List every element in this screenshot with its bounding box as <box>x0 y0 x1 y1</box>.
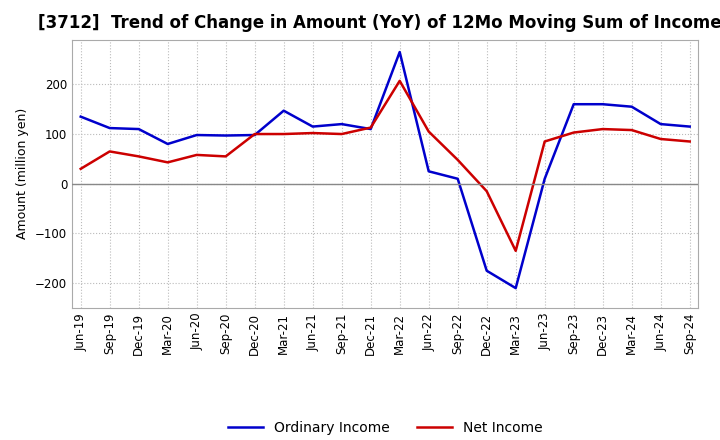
Ordinary Income <box>395 49 404 55</box>
Ordinary Income <box>657 121 665 127</box>
Net Income <box>135 154 143 159</box>
Title: [3712]  Trend of Change in Amount (YoY) of 12Mo Moving Sum of Incomes: [3712] Trend of Change in Amount (YoY) o… <box>38 15 720 33</box>
Net Income <box>598 126 607 132</box>
Ordinary Income <box>482 268 491 273</box>
Net Income <box>685 139 694 144</box>
Net Income <box>627 128 636 133</box>
Line: Net Income: Net Income <box>81 81 690 251</box>
Net Income <box>454 157 462 162</box>
Ordinary Income <box>424 169 433 174</box>
Net Income <box>657 136 665 142</box>
Ordinary Income <box>570 102 578 107</box>
Ordinary Income <box>685 124 694 129</box>
Net Income <box>279 132 288 137</box>
Ordinary Income <box>251 132 259 138</box>
Net Income <box>221 154 230 159</box>
Ordinary Income <box>366 126 375 132</box>
Ordinary Income <box>279 108 288 114</box>
Ordinary Income <box>541 176 549 181</box>
Net Income <box>308 130 317 136</box>
Net Income <box>163 160 172 165</box>
Net Income <box>105 149 114 154</box>
Net Income <box>338 132 346 137</box>
Net Income <box>511 248 520 253</box>
Net Income <box>251 132 259 137</box>
Ordinary Income <box>598 102 607 107</box>
Legend: Ordinary Income, Net Income: Ordinary Income, Net Income <box>222 415 548 440</box>
Ordinary Income <box>454 176 462 181</box>
Ordinary Income <box>105 125 114 131</box>
Ordinary Income <box>627 104 636 109</box>
Ordinary Income <box>76 114 85 119</box>
Net Income <box>541 139 549 144</box>
Line: Ordinary Income: Ordinary Income <box>81 52 690 288</box>
Ordinary Income <box>511 286 520 291</box>
Net Income <box>424 129 433 134</box>
Net Income <box>76 166 85 172</box>
Ordinary Income <box>338 121 346 127</box>
Ordinary Income <box>308 124 317 129</box>
Ordinary Income <box>135 126 143 132</box>
Ordinary Income <box>192 132 201 138</box>
Net Income <box>395 78 404 84</box>
Net Income <box>366 125 375 130</box>
Ordinary Income <box>221 133 230 138</box>
Net Income <box>482 189 491 194</box>
Y-axis label: Amount (million yen): Amount (million yen) <box>17 108 30 239</box>
Net Income <box>570 130 578 135</box>
Net Income <box>192 152 201 158</box>
Ordinary Income <box>163 141 172 147</box>
